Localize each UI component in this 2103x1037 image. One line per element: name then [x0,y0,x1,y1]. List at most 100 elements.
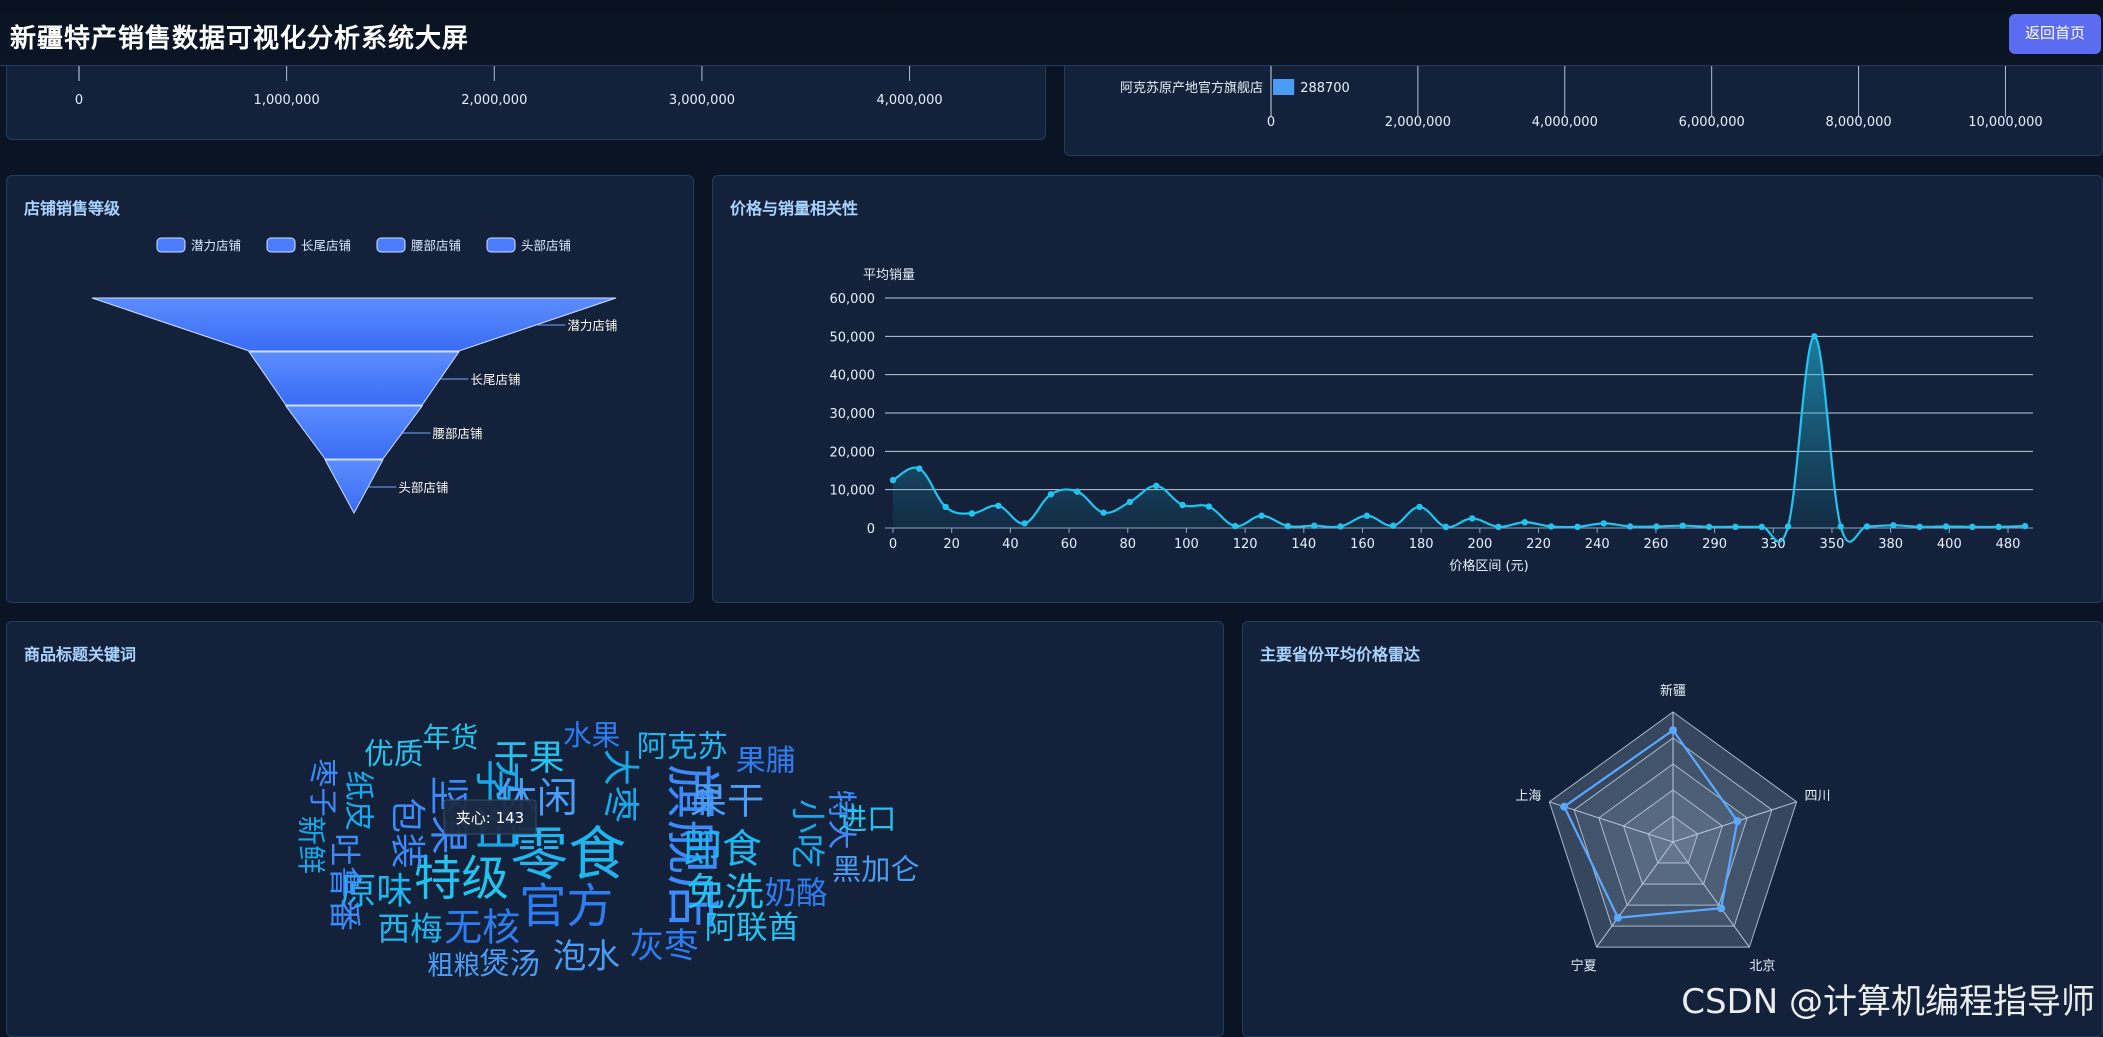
wordcloud-word: 粗粮 [427,951,480,982]
wordcloud-word: 灰枣 [630,927,699,967]
line-point [1442,523,1450,531]
x-tick-label: 240 [1585,537,1610,552]
radar-axis [1549,801,1674,843]
legend-swatch [266,237,296,253]
x-tick-label: 20 [943,537,960,552]
line-point [1284,522,1292,530]
legend-swatch [156,237,186,253]
line-panel: 价格与销量相关性 0 10,000 20,000 30,000 40,000 50,000… [712,175,2103,603]
x-tick-label: 400 [1937,537,1962,552]
radar-indicator-label: 宁夏 [1571,958,1597,974]
x-tick-label: 160 [1350,537,1375,552]
radar-indicator-label: 北京 [1749,959,1775,974]
wordcloud-word: 阿克苏 [637,730,728,765]
line-point [1679,522,1686,529]
line-point [1863,523,1871,530]
line-point [995,502,1002,509]
line-point [968,510,976,517]
radar-indicator-label: 四川 [1805,789,1831,804]
radar-indicator-label: 新疆 [1660,683,1686,699]
x-tick-label: 120 [1233,537,1258,552]
wordcloud-word: 进口 [838,802,896,836]
x-tick-label: 40 [1002,537,1019,552]
line-point [1758,523,1765,531]
line-point [1126,498,1134,506]
x-tick-label: 100 [1174,537,1199,552]
line-panel-title: 价格与销量相关性 [730,199,859,218]
y-category-label: 阿克苏原产地官方旗舰店 [1120,80,1263,96]
wordcloud-word: 无核 [444,906,520,950]
line-point [1179,501,1186,509]
wordcloud-word: 大枣 [599,749,643,823]
line-point [1021,520,1028,527]
legend-label: 长尾店铺 [301,238,351,253]
wordcloud-word: 免洗 [686,870,764,915]
tooltip-text: 夹心: 143 [456,809,524,827]
line-point [1389,522,1397,529]
bar [1273,79,1295,95]
legend-label: 头部店铺 [521,238,571,253]
x-tick-label: 140 [1291,537,1316,552]
wordcloud-word: 黑加仑 [832,852,920,886]
x-tick-label: 80 [1119,537,1136,552]
y-tick-label: 30,000 [830,407,876,422]
wordcloud-word: 纸皮 [341,770,376,831]
line-point [1311,522,1318,529]
radar-point [1560,802,1569,811]
wordcloud-word: 官方 [519,880,613,935]
legend-label: 潜力店铺 [191,238,241,253]
wordcloud-panel-title: 商品标题关键词 [24,645,137,664]
line-point [1416,503,1423,511]
y-tick-label: 40,000 [830,369,876,384]
line-point [2021,522,2029,530]
radar-series [1562,728,1739,919]
line-point [1521,519,1529,526]
line-series [892,335,2026,543]
wordcloud-word: 吐鲁番 [325,833,363,931]
wordcloud-word: 原味 [340,870,413,913]
line-point [1653,523,1660,530]
wordcloud-word: 煲汤 [479,947,540,982]
line-point [1258,512,1265,519]
line-point [1153,482,1160,490]
radar-point [1613,913,1622,922]
x-tick-label: 60 [1061,537,1078,552]
x-tick-label: 4,000,000 [1532,115,1598,130]
y-tick-label: 60,000 [830,292,876,307]
line-point [1942,523,1950,530]
wordcloud-word: 阿联酋 [705,910,800,946]
funnel-segment [91,297,617,352]
line-point [1205,503,1213,510]
line-point [1995,523,2002,531]
x-tick-label: 380 [1878,537,1903,552]
wordcloud-word: 干果 [494,737,565,778]
x-tick-label: 4,000,000 [876,93,942,108]
line-point [916,465,923,472]
x-tick-label: 260 [1643,537,1668,552]
legend-label: 腰部店铺 [411,238,461,253]
line-point [1705,523,1713,531]
legend-swatch [486,237,516,253]
wordcloud-word: 西梅 [378,910,443,948]
funnel-panel-title: 店铺销售等级 [24,199,121,218]
wordcloud-word: 包装 [387,797,428,868]
wordcloud-word: 旗舰店 [659,764,723,930]
wordcloud-word: 泡水 [553,936,620,975]
x-axis-title: 价格区间 (元) [1449,558,1528,574]
wordcloud-word: 果脯 [736,743,796,778]
wordcloud-word: 即食 [682,827,761,873]
x-tick-label: 8,000,000 [1825,115,1891,130]
funnel-label: 长尾店铺 [470,372,520,387]
line-area [893,336,2025,542]
line-point [1732,523,1739,531]
line-point [1916,523,1923,531]
x-tick-label: 3,000,000 [669,93,735,108]
line-point [1600,520,1607,527]
y-tick-label: 20,000 [830,445,876,460]
radar-indicator-label: 上海 [1515,789,1541,804]
line-point [1547,523,1555,530]
back-home-button[interactable]: 返回首页 [2009,14,2101,54]
line-point [1363,512,1371,519]
